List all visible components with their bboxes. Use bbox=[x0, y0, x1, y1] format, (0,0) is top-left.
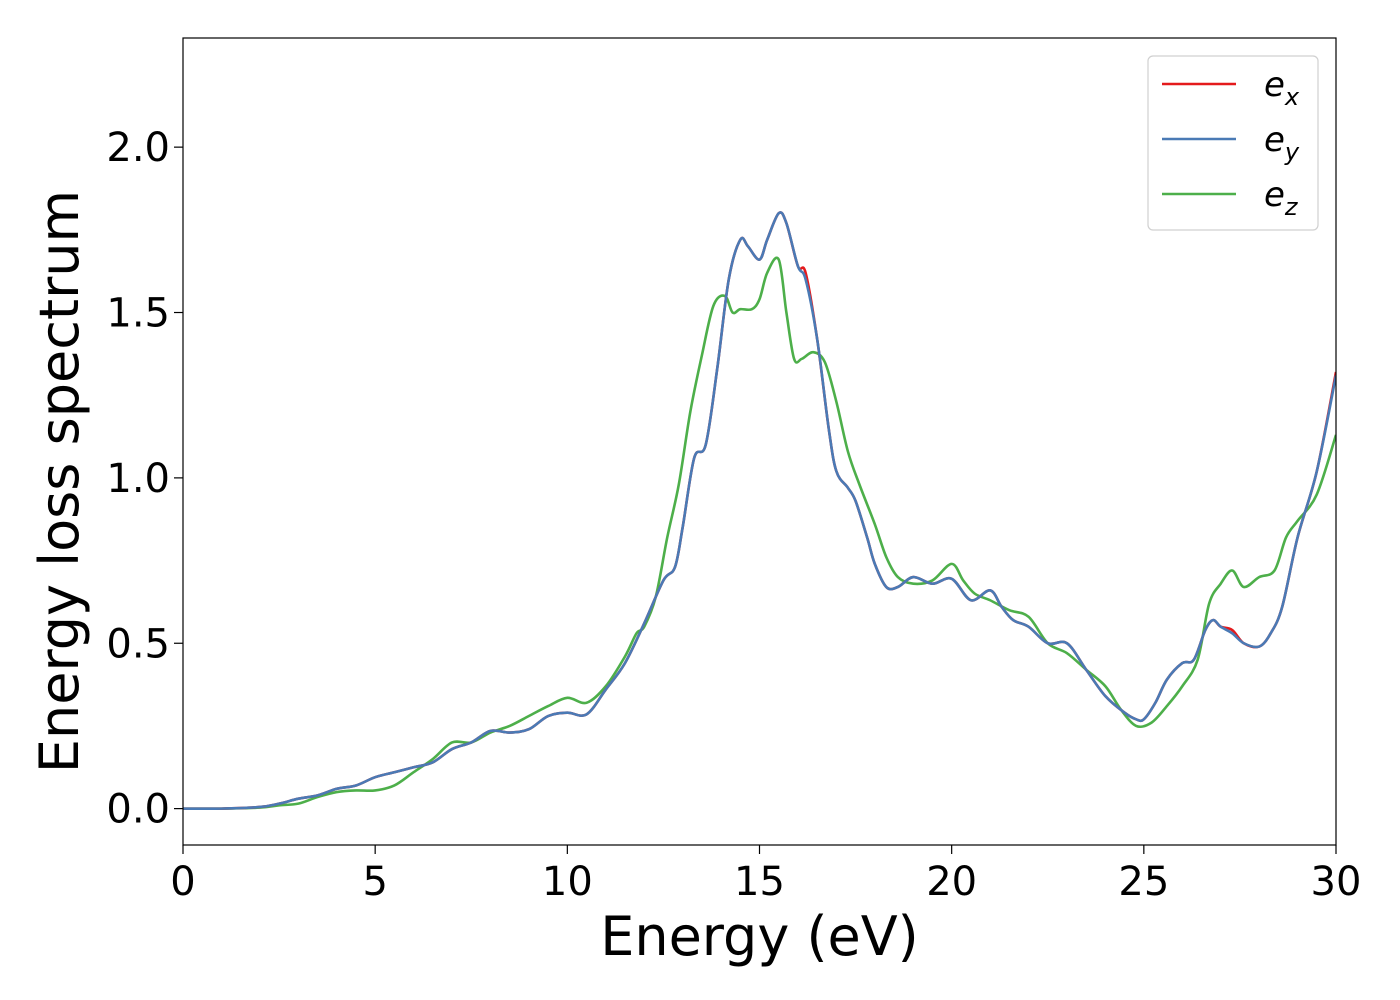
x-tick-label: 5 bbox=[362, 859, 387, 905]
legend: ex ey ez bbox=[1147, 55, 1319, 231]
x-tick-label: 15 bbox=[734, 859, 785, 905]
y-tick-label: 1.0 bbox=[106, 456, 170, 502]
y-tick-label: 2.0 bbox=[106, 125, 170, 171]
y-tick-label: 1.5 bbox=[106, 291, 170, 337]
series-line-e-y bbox=[183, 211, 1336, 811]
y-axis-label: Energy loss spectrum bbox=[28, 190, 91, 773]
x-tick-label: 25 bbox=[1118, 859, 1169, 905]
x-axis-ticks: 0 5 10 15 20 25 30 bbox=[170, 845, 1361, 905]
y-tick-label: 0.5 bbox=[106, 621, 170, 667]
legend-label-x: ex bbox=[1264, 65, 1300, 111]
legend-box bbox=[1147, 55, 1319, 231]
plot-area bbox=[183, 38, 1336, 845]
x-tick-label: 0 bbox=[170, 859, 195, 905]
legend-label-z: ez bbox=[1264, 175, 1299, 221]
x-tick-label: 20 bbox=[926, 859, 977, 905]
series-layer bbox=[183, 211, 1336, 811]
x-tick-label: 30 bbox=[1311, 859, 1362, 905]
x-tick-label: 10 bbox=[542, 859, 593, 905]
plot-background bbox=[183, 38, 1336, 845]
y-axis-ticks: 0.0 0.5 1.0 1.5 2.0 bbox=[106, 125, 183, 833]
y-tick-label: 0.0 bbox=[106, 787, 170, 833]
x-axis-label: Energy (eV) bbox=[600, 905, 919, 968]
series-line-e-z bbox=[183, 256, 1336, 810]
legend-label-y: ey bbox=[1264, 120, 1300, 166]
